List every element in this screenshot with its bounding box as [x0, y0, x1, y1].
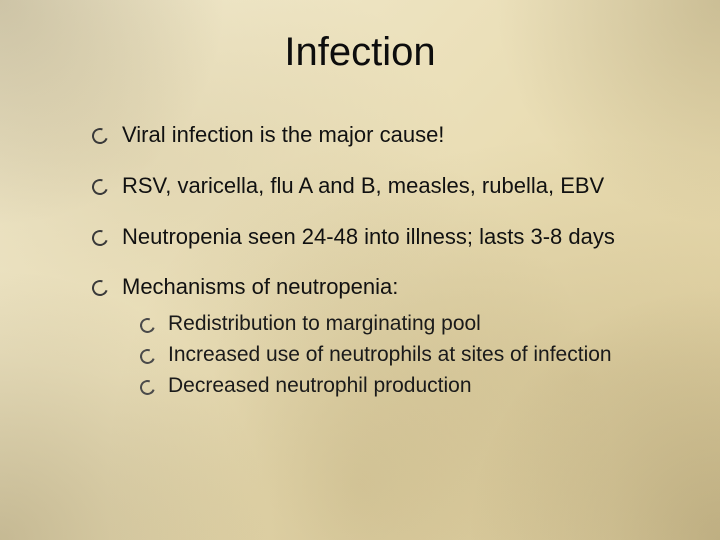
bullet-text: Mechanisms of neutropenia:	[122, 274, 398, 299]
list-item: Viral infection is the major cause!	[92, 122, 660, 149]
sub-bullet-text: Redistribution to marginating pool	[168, 312, 481, 335]
bullet-list: Viral infection is the major cause! RSV,…	[92, 122, 660, 400]
bullet-text: Neutropenia seen 24-48 into illness; las…	[122, 224, 615, 249]
sub-bullet-text: Decreased neutrophil production	[168, 374, 472, 397]
bullet-text: Viral infection is the major cause!	[122, 122, 444, 147]
slide-content: Viral infection is the major cause! RSV,…	[92, 122, 660, 424]
slide: Infection Viral infection is the major c…	[0, 0, 720, 540]
bullet-text: RSV, varicella, flu A and B, measles, ru…	[122, 173, 604, 198]
slide-title: Infection	[0, 30, 720, 75]
list-item: Decreased neutrophil production	[140, 373, 660, 400]
list-item: Neutropenia seen 24-48 into illness; las…	[92, 224, 660, 251]
list-item: RSV, varicella, flu A and B, measles, ru…	[92, 173, 660, 200]
sub-bullet-list: Redistribution to marginating pool Incre…	[140, 311, 660, 400]
list-item: Redistribution to marginating pool	[140, 311, 660, 338]
sub-bullet-text: Increased use of neutrophils at sites of…	[168, 343, 612, 366]
list-item: Mechanisms of neutropenia: Redistributio…	[92, 274, 660, 399]
list-item: Increased use of neutrophils at sites of…	[140, 342, 660, 369]
